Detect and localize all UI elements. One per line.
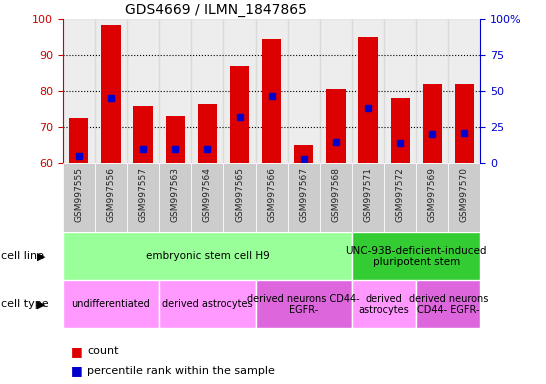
Text: GSM997566: GSM997566 [267,167,276,222]
Text: ▶: ▶ [37,299,46,310]
Bar [95,163,127,232]
Bar [159,163,191,232]
Bar [165,116,185,163]
Bar [63,280,159,328]
Text: GSM997557: GSM997557 [139,167,147,222]
Bar [63,19,95,163]
Bar [352,280,416,328]
Text: derived neurons
CD44- EGFR-: derived neurons CD44- EGFR- [408,293,488,315]
Bar [448,163,480,232]
Text: GSM997563: GSM997563 [171,167,180,222]
Bar [416,163,448,232]
Bar [416,280,480,328]
Text: GSM997564: GSM997564 [203,167,212,222]
Bar [159,280,256,328]
Text: GSM997571: GSM997571 [364,167,372,222]
Bar [352,19,384,163]
Bar [288,163,320,232]
Bar [320,163,352,232]
Bar [102,25,121,163]
Bar [223,19,256,163]
Bar [256,19,288,163]
Text: UNC-93B-deficient-induced
pluripotent stem: UNC-93B-deficient-induced pluripotent st… [346,245,487,267]
Bar [352,163,384,232]
Bar [230,66,249,163]
Text: ▶: ▶ [37,251,46,262]
Text: cell line: cell line [1,251,44,262]
Bar [63,232,352,280]
Bar [256,163,288,232]
Text: GSM997568: GSM997568 [331,167,340,222]
Bar [384,19,416,163]
Bar [191,19,223,163]
Bar [423,84,442,163]
Text: GSM997565: GSM997565 [235,167,244,222]
Bar [127,19,159,163]
Bar [448,19,480,163]
Text: undifferentiated: undifferentiated [72,299,150,310]
Text: count: count [87,346,119,356]
Bar [358,37,378,163]
Bar [262,39,281,163]
Text: cell type: cell type [1,299,49,310]
Text: GSM997556: GSM997556 [106,167,116,222]
Text: derived
astrocytes: derived astrocytes [359,293,410,315]
Bar [384,163,416,232]
Text: GDS4669 / ILMN_1847865: GDS4669 / ILMN_1847865 [126,3,307,17]
Text: derived neurons CD44-
EGFR-: derived neurons CD44- EGFR- [247,293,360,315]
Bar [95,19,127,163]
Bar [352,232,480,280]
Text: GSM997569: GSM997569 [428,167,437,222]
Text: GSM997572: GSM997572 [396,167,405,222]
Text: percentile rank within the sample: percentile rank within the sample [87,366,275,376]
Bar [198,104,217,163]
Bar [133,106,153,163]
Bar [288,19,320,163]
Bar [327,89,346,163]
Bar [223,163,256,232]
Bar [159,19,191,163]
Bar [294,145,313,163]
Bar [127,163,159,232]
Bar [69,118,88,163]
Bar [320,19,352,163]
Bar [416,19,448,163]
Text: ■: ■ [71,345,83,358]
Text: GSM997555: GSM997555 [74,167,84,222]
Text: GSM997567: GSM997567 [299,167,308,222]
Bar [256,280,352,328]
Text: derived astrocytes: derived astrocytes [162,299,253,310]
Bar [191,163,223,232]
Bar [455,84,474,163]
Bar [63,163,95,232]
Text: ■: ■ [71,364,83,377]
Text: embryonic stem cell H9: embryonic stem cell H9 [145,251,269,262]
Text: GSM997570: GSM997570 [460,167,469,222]
Bar [390,98,410,163]
